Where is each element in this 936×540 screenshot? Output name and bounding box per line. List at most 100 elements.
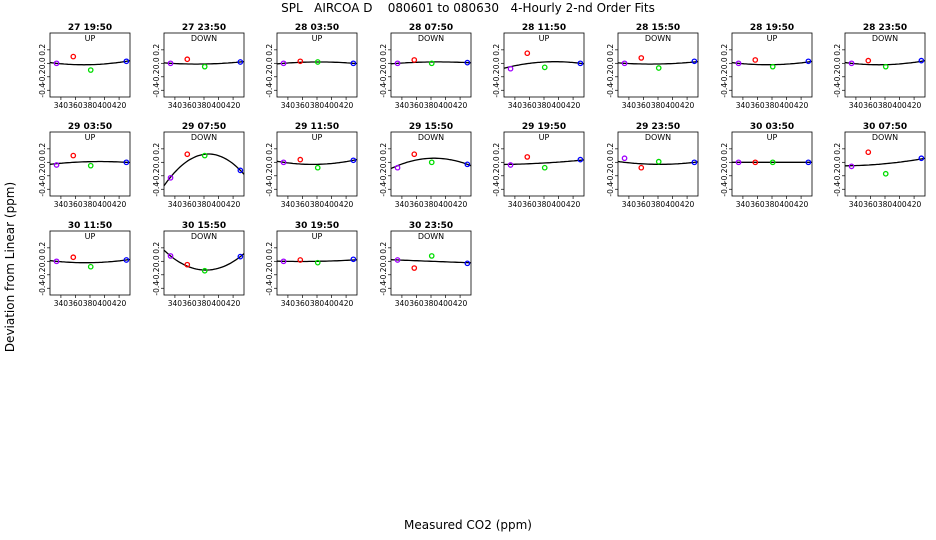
x-tick-label: 360 bbox=[295, 200, 310, 209]
x-tick-label: 380 bbox=[196, 299, 211, 308]
data-point bbox=[918, 155, 925, 162]
x-tick-label: 400 bbox=[552, 101, 567, 110]
x-tick-label: 380 bbox=[878, 101, 893, 110]
x-tick-label: 420 bbox=[112, 101, 127, 110]
y-tick-label: -0.2 bbox=[379, 267, 388, 282]
y-tick-label: -0.2 bbox=[833, 168, 842, 183]
x-tick-label: 340 bbox=[849, 200, 864, 209]
y-tick-label: -0.4 bbox=[38, 281, 47, 296]
y-tick-label: 0.2 bbox=[152, 242, 161, 254]
x-tick-label: 380 bbox=[83, 101, 98, 110]
data-point bbox=[394, 60, 401, 67]
x-tick-label: 420 bbox=[794, 200, 809, 209]
data-point bbox=[297, 257, 304, 263]
y-tick-label: -0.4 bbox=[265, 83, 274, 98]
x-tick-label: 400 bbox=[325, 299, 340, 308]
x-tick-label: 400 bbox=[211, 299, 226, 308]
data-point bbox=[848, 60, 855, 67]
x-tick-label: 360 bbox=[523, 101, 538, 110]
data-point bbox=[752, 57, 758, 63]
panel-mode-label: DOWN bbox=[190, 34, 216, 43]
y-tick-label: 0.2 bbox=[38, 143, 47, 155]
x-tick-label: 380 bbox=[878, 200, 893, 209]
x-tick-label: 420 bbox=[339, 200, 354, 209]
y-tick-label: 0.2 bbox=[379, 242, 388, 254]
y-tick-label: 0.2 bbox=[265, 44, 274, 56]
x-tick-label: 420 bbox=[453, 101, 468, 110]
data-point bbox=[201, 152, 208, 159]
x-tick-label: 340 bbox=[508, 101, 523, 110]
y-tick-label: -0.4 bbox=[38, 83, 47, 98]
y-tick-label: -0.4 bbox=[152, 83, 161, 98]
x-tick-label: 420 bbox=[566, 200, 581, 209]
panel-title: 29 11:50 bbox=[295, 122, 339, 132]
y-tick-label: 0.0 bbox=[152, 255, 161, 267]
y-tick-label: 0.2 bbox=[152, 143, 161, 155]
y-tick-label: -0.4 bbox=[152, 281, 161, 296]
fit-curve bbox=[49, 160, 131, 165]
y-tick-label: -0.4 bbox=[720, 182, 729, 197]
data-point bbox=[752, 159, 758, 166]
data-point bbox=[883, 63, 889, 70]
y-tick-label: -0.2 bbox=[38, 267, 47, 282]
panel-title: 28 15:50 bbox=[636, 23, 680, 33]
x-tick-label: 400 bbox=[438, 101, 453, 110]
data-point bbox=[735, 159, 741, 166]
fit-curve bbox=[617, 60, 699, 65]
x-tick-label: 420 bbox=[226, 200, 241, 209]
fit-curve bbox=[49, 60, 131, 66]
x-tick-label: 380 bbox=[651, 101, 666, 110]
data-point bbox=[577, 60, 584, 67]
y-tick-label: -0.4 bbox=[720, 83, 729, 98]
y-tick-label: -0.2 bbox=[152, 267, 161, 282]
panel-title: 29 19:50 bbox=[522, 122, 566, 132]
x-tick-label: 360 bbox=[409, 200, 424, 209]
data-point bbox=[315, 59, 321, 65]
x-tick-label: 380 bbox=[83, 299, 98, 308]
x-tick-label: 400 bbox=[438, 200, 453, 209]
x-tick-label: 340 bbox=[167, 200, 182, 209]
y-tick-label: 0.0 bbox=[379, 57, 388, 69]
x-tick-label: 340 bbox=[167, 299, 182, 308]
data-point bbox=[865, 149, 872, 156]
x-tick-label: 360 bbox=[295, 101, 310, 110]
data-point bbox=[394, 164, 401, 171]
y-tick-label: 0.0 bbox=[606, 57, 615, 69]
data-point bbox=[411, 265, 417, 271]
x-tick-label: 360 bbox=[750, 200, 765, 209]
panel-title: 28 07:50 bbox=[409, 23, 453, 33]
x-tick-label: 360 bbox=[295, 299, 310, 308]
x-tick-label: 380 bbox=[196, 200, 211, 209]
y-tick-label: -0.4 bbox=[38, 182, 47, 197]
y-tick-label: -0.2 bbox=[379, 168, 388, 183]
x-tick-label: 400 bbox=[893, 101, 908, 110]
figure-title: SPL AIRCOA D 080601 to 080630 4-Hourly 2… bbox=[281, 1, 655, 15]
data-point bbox=[411, 151, 417, 158]
data-point bbox=[184, 151, 190, 158]
data-point bbox=[865, 57, 872, 64]
data-point bbox=[350, 256, 357, 263]
x-axis-label: Measured CO2 (ppm) bbox=[404, 518, 532, 532]
y-tick-label: -0.4 bbox=[606, 182, 615, 197]
y-tick-label: 0.2 bbox=[606, 44, 615, 56]
data-point bbox=[524, 50, 531, 57]
data-point bbox=[508, 65, 514, 72]
data-point bbox=[542, 164, 548, 171]
fit-curve bbox=[163, 153, 245, 187]
x-tick-label: 420 bbox=[112, 299, 127, 308]
y-tick-label: 0.0 bbox=[833, 156, 842, 168]
data-point bbox=[769, 63, 776, 70]
x-tick-label: 420 bbox=[907, 101, 922, 110]
data-point bbox=[805, 58, 811, 65]
x-tick-label: 340 bbox=[54, 101, 69, 110]
x-tick-label: 400 bbox=[211, 101, 226, 110]
data-point bbox=[394, 257, 401, 263]
